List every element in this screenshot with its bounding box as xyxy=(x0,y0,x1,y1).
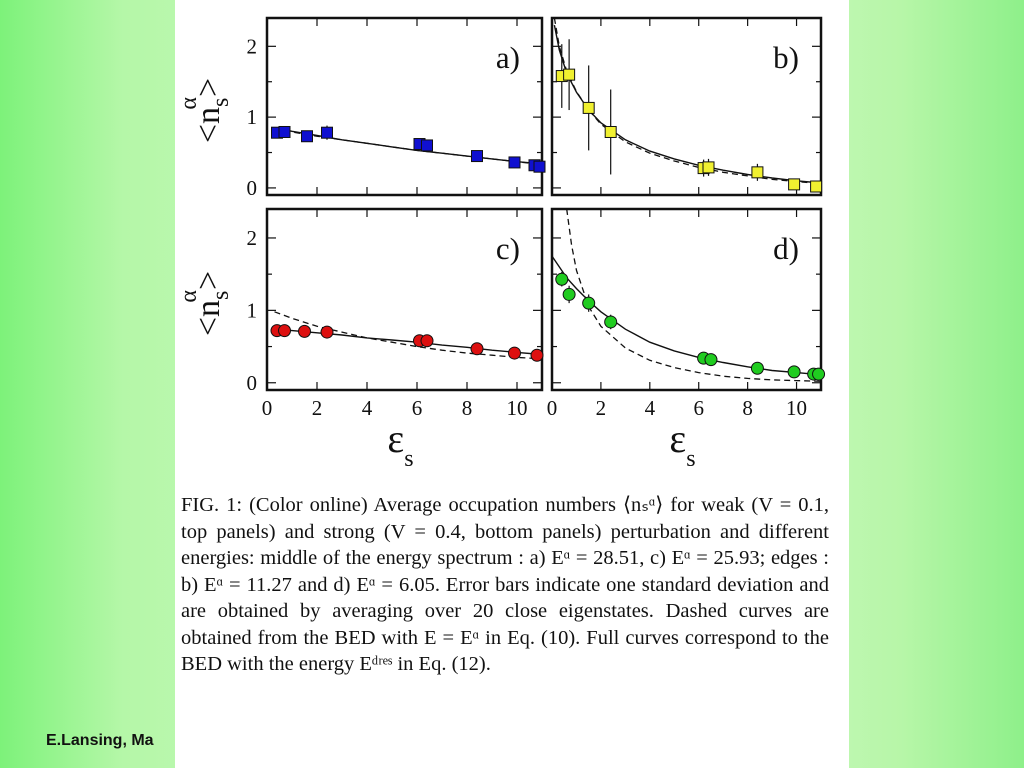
data-point xyxy=(812,367,826,381)
dashed-curve xyxy=(566,208,822,382)
full-curve xyxy=(274,328,543,356)
x-tick-label: 0 xyxy=(547,396,558,420)
x-tick-label: 8 xyxy=(462,396,473,420)
panel-d: 0 2 4 6 8 10 d) εs xyxy=(547,207,826,472)
full-curve xyxy=(274,127,543,165)
data-point xyxy=(582,101,595,114)
data-point xyxy=(604,125,617,138)
x-tick-label: 8 xyxy=(742,396,753,420)
data-point xyxy=(562,287,576,301)
x-tick-label: 0 xyxy=(262,396,273,420)
panel-b: b) xyxy=(550,16,823,197)
figure-panels: 0 1 2 a) <nsα> b) 0 1 2 0 2 4 6 8 10 c) <nsα> εs 0 2 4 6 8 10 d)… xyxy=(176,16,826,472)
data-point xyxy=(555,272,569,286)
data-point xyxy=(278,125,291,138)
panel-label: a) xyxy=(496,40,520,75)
data-point xyxy=(787,365,801,379)
y-axis-label: <nsα> xyxy=(176,78,234,143)
data-point xyxy=(471,150,483,163)
full-curve xyxy=(551,255,822,376)
data-point xyxy=(704,353,718,367)
x-tick-label: 6 xyxy=(412,396,423,420)
panel-a: 0 1 2 a) <nsα> xyxy=(176,16,546,200)
panel-frame xyxy=(265,16,544,197)
data-point xyxy=(470,342,484,356)
y-tick-label: 1 xyxy=(247,298,258,322)
x-axis-label: εs xyxy=(387,416,413,472)
data-point xyxy=(751,166,764,179)
data-point xyxy=(582,296,596,310)
data-point xyxy=(508,156,521,169)
panel-frame xyxy=(265,207,544,392)
x-tick-label: 6 xyxy=(693,396,704,420)
figure-caption: FIG. 1: (Color online) Average occupatio… xyxy=(181,494,829,675)
dashed-curve xyxy=(274,311,543,360)
data-point xyxy=(530,348,544,362)
panel-frame xyxy=(550,16,823,197)
data-point xyxy=(533,160,546,173)
x-tick-label: 2 xyxy=(596,396,607,420)
data-point xyxy=(810,180,823,193)
y-tick-label: 0 xyxy=(247,176,258,200)
data-point xyxy=(320,325,334,339)
y-tick-label: 2 xyxy=(247,226,258,250)
data-point xyxy=(321,126,333,139)
panel-c: 0 1 2 0 2 4 6 8 10 c) <nsα> εs xyxy=(176,207,544,472)
data-point xyxy=(563,68,576,81)
data-point xyxy=(788,178,801,191)
data-point xyxy=(604,315,618,329)
panel-label: d) xyxy=(773,231,799,266)
panel-frame xyxy=(550,207,823,392)
x-tick-label: 10 xyxy=(507,396,528,420)
y-tick-label: 1 xyxy=(247,105,258,129)
paper-page: 0 1 2 a) <nsα> b) 0 1 2 0 2 4 6 8 10 c) <nsα> εs 0 2 4 6 8 10 d)… xyxy=(175,0,849,768)
data-point xyxy=(702,161,715,174)
data-point xyxy=(508,346,521,360)
y-tick-label: 0 xyxy=(247,371,258,395)
x-tick-label: 2 xyxy=(312,396,323,420)
panel-label: b) xyxy=(773,40,799,75)
x-tick-label: 10 xyxy=(786,396,807,420)
footer-text: E.Lansing, Ma xyxy=(46,732,154,749)
y-tick-label: 2 xyxy=(247,34,258,58)
panel-label: c) xyxy=(496,231,520,266)
data-point xyxy=(750,361,764,375)
data-point xyxy=(421,139,433,152)
x-tick-label: 4 xyxy=(645,396,656,420)
data-point xyxy=(301,130,313,143)
y-axis-label: <nsα> xyxy=(176,271,234,336)
data-point xyxy=(420,334,434,348)
data-point xyxy=(298,324,311,338)
x-axis-label: εs xyxy=(669,416,695,472)
data-point xyxy=(278,324,291,338)
x-tick-label: 4 xyxy=(362,396,373,420)
